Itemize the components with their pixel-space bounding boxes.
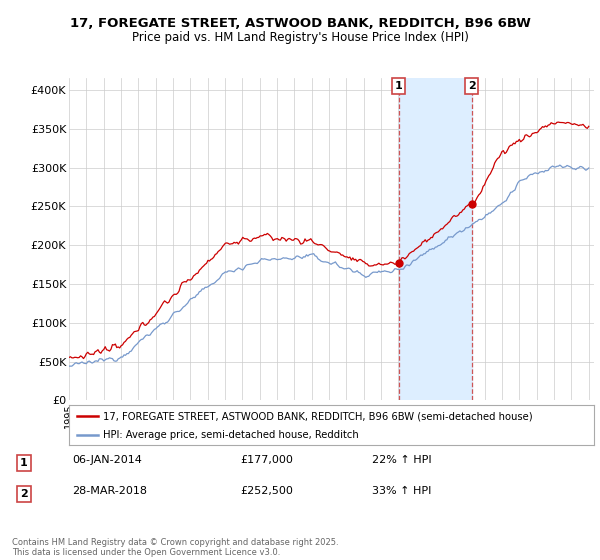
Text: HPI: Average price, semi-detached house, Redditch: HPI: Average price, semi-detached house,…	[103, 430, 359, 440]
Text: 28-MAR-2018: 28-MAR-2018	[72, 486, 147, 496]
Text: 17, FOREGATE STREET, ASTWOOD BANK, REDDITCH, B96 6BW: 17, FOREGATE STREET, ASTWOOD BANK, REDDI…	[70, 17, 530, 30]
Text: 22% ↑ HPI: 22% ↑ HPI	[372, 455, 431, 465]
Text: £177,000: £177,000	[240, 455, 293, 465]
Bar	[398, 78, 472, 400]
Text: 17, FOREGATE STREET, ASTWOOD BANK, REDDITCH, B96 6BW (semi-detached house): 17, FOREGATE STREET, ASTWOOD BANK, REDDI…	[103, 411, 533, 421]
Text: 33% ↑ HPI: 33% ↑ HPI	[372, 486, 431, 496]
Text: 06-JAN-2014: 06-JAN-2014	[72, 455, 142, 465]
Text: 2: 2	[468, 81, 476, 91]
Text: 1: 1	[20, 458, 28, 468]
Text: Price paid vs. HM Land Registry's House Price Index (HPI): Price paid vs. HM Land Registry's House …	[131, 31, 469, 44]
Text: Contains HM Land Registry data © Crown copyright and database right 2025.
This d: Contains HM Land Registry data © Crown c…	[12, 538, 338, 557]
Text: 1: 1	[395, 81, 403, 91]
Text: £252,500: £252,500	[240, 486, 293, 496]
Text: 2: 2	[20, 489, 28, 499]
